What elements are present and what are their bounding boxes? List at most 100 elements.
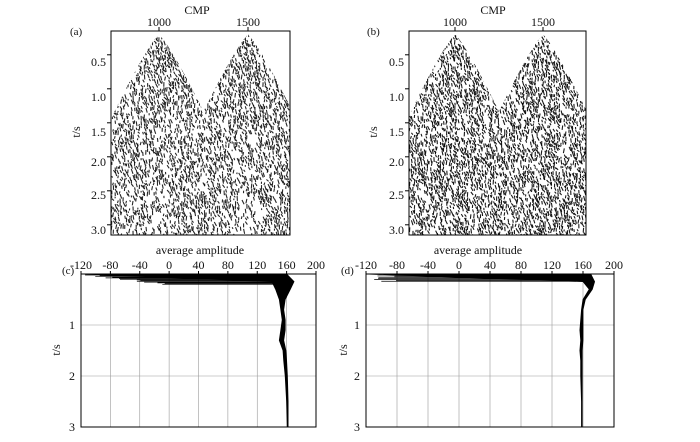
- panel-d-plot: -120 -80 -40 0 40 80 120 160 200 1 2 3: [354, 258, 623, 434]
- seismic-trace: [230, 40, 235, 230]
- panel-b-ytick-3.0: 3.0: [389, 223, 404, 237]
- seismic-trace: [440, 34, 445, 231]
- seismic-trace: [157, 37, 162, 233]
- amplitude-frame: [80, 273, 317, 428]
- seismic-trace: [146, 34, 150, 225]
- x-tick-label: -40: [420, 258, 436, 272]
- seismic-trace: [493, 44, 498, 236]
- x-tick-label: 0: [456, 258, 462, 272]
- seismic-trace: [232, 34, 237, 236]
- seismic-trace: [521, 43, 526, 231]
- seismic-trace: [463, 34, 468, 236]
- panel-b-ytick-1.0: 1.0: [389, 90, 404, 104]
- x-tick-label: 160: [278, 258, 296, 272]
- seismic-trace: [238, 37, 244, 231]
- seismic-trace: [245, 34, 250, 219]
- seismic-trace: [548, 34, 553, 231]
- seismic-trace: [475, 37, 480, 233]
- seismic-trace: [247, 34, 251, 210]
- panel-c-yaxis-title: t/s: [49, 344, 63, 356]
- y-tick-label: 2: [354, 369, 360, 383]
- panel-a-xtick-1500: 1500: [236, 15, 260, 29]
- x-tick-label: 40: [484, 258, 496, 272]
- seismic-trace: [448, 35, 453, 236]
- x-tick-label: 0: [166, 258, 172, 272]
- seismic-trace: [540, 36, 545, 236]
- seismic-trace: [551, 34, 556, 231]
- seismic-trace: [538, 46, 543, 236]
- seismic-trace: [191, 34, 196, 236]
- seismic-trace: [150, 34, 155, 236]
- seismic-trace: [129, 36, 134, 228]
- seismic-trace: [172, 34, 177, 235]
- x-tick-label: 80: [222, 258, 234, 272]
- panel-b-ytick-2.5: 2.5: [389, 188, 404, 202]
- panel-d-xaxis-title: average amplitude: [434, 243, 522, 257]
- x-tick-label: -80: [389, 258, 405, 272]
- panel-a: (a) CMP 1000 1500 t/s 0.5 1.0 1.5 2.0 2.…: [69, 3, 291, 237]
- y-tick-label: 1: [354, 318, 360, 332]
- seismic-trace: [501, 34, 506, 226]
- seismic-trace: [234, 34, 238, 232]
- seismic-trace: [445, 34, 450, 217]
- seismic-trace: [258, 36, 263, 204]
- seismic-trace: [222, 35, 227, 236]
- panel-c-label: (c): [62, 265, 75, 277]
- seismic-trace: [120, 34, 125, 236]
- seismic-trace: [529, 34, 534, 236]
- panel-b-ytick-1.5: 1.5: [389, 125, 404, 139]
- amplitude-envelope: [80, 273, 295, 428]
- seismic-trace: [496, 42, 501, 236]
- panel-a-yaxis-title: t/s: [69, 126, 83, 138]
- x-tick-label: 40: [193, 258, 205, 272]
- seismic-trace: [235, 34, 240, 228]
- seismic-trace: [559, 34, 564, 235]
- seismic-trace: [427, 34, 432, 231]
- panel-d-label: (d): [341, 265, 354, 277]
- seismic-trace: [480, 48, 485, 236]
- seismic-trace: [422, 34, 427, 227]
- seismic-trace: [570, 34, 575, 231]
- seismic-trace: [181, 34, 187, 236]
- seismic-trace: [139, 56, 144, 231]
- x-tick-label: -80: [102, 258, 118, 272]
- x-tick-label: 160: [574, 258, 592, 272]
- panel-a-label: (a): [70, 26, 83, 38]
- panel-a-ytick-2.0: 2.0: [91, 155, 106, 169]
- seismic-trace: [253, 34, 258, 235]
- x-tick-label: 120: [543, 258, 561, 272]
- panel-b-label: (b): [367, 26, 380, 38]
- panel-a-xtick-1000: 1000: [147, 15, 171, 29]
- panel-c-plot: -120 -80 -40 0 40 80 120 160 200 1 2 3: [69, 258, 325, 434]
- panel-a-ytick-1.0: 1.0: [91, 90, 106, 104]
- y-tick-label: 1: [69, 318, 75, 332]
- seismic-trace: [268, 34, 273, 232]
- y-tick-label: 3: [69, 420, 75, 434]
- seismic-trace: [414, 34, 419, 233]
- seismic-trace: [196, 34, 201, 235]
- panel-b: (b) CMP 1000 1500 t/s 0.5 1.0 1.5 2.0 2.…: [366, 3, 587, 237]
- seismic-trace: [537, 34, 542, 236]
- seismic-trace: [284, 34, 289, 236]
- panel-c-xaxis-title: average amplitude: [156, 243, 244, 257]
- seismic-trace: [459, 34, 465, 231]
- panel-d-yaxis-title: t/s: [336, 344, 350, 356]
- x-tick-label: -120: [355, 258, 377, 272]
- seismic-trace: [472, 34, 477, 227]
- panel-a-ytick-1.5: 1.5: [91, 125, 106, 139]
- seismic-trace: [498, 35, 503, 235]
- panel-b-xaxis-title: CMP: [480, 3, 506, 17]
- seismic-trace: [269, 34, 274, 236]
- panel-b-seismic-section: [405, 27, 587, 236]
- seismic-trace: [484, 34, 488, 236]
- panel-a-ytick-0.5: 0.5: [91, 55, 106, 69]
- seismic-trace: [413, 34, 418, 236]
- seismic-trace: [248, 34, 253, 231]
- x-tick-label: -40: [132, 258, 148, 272]
- x-tick-label: 80: [515, 258, 527, 272]
- seismic-trace: [578, 34, 583, 225]
- panel-a-xaxis-title: CMP: [184, 3, 210, 17]
- seismic-trace: [134, 34, 139, 235]
- x-tick-label: -120: [70, 258, 92, 272]
